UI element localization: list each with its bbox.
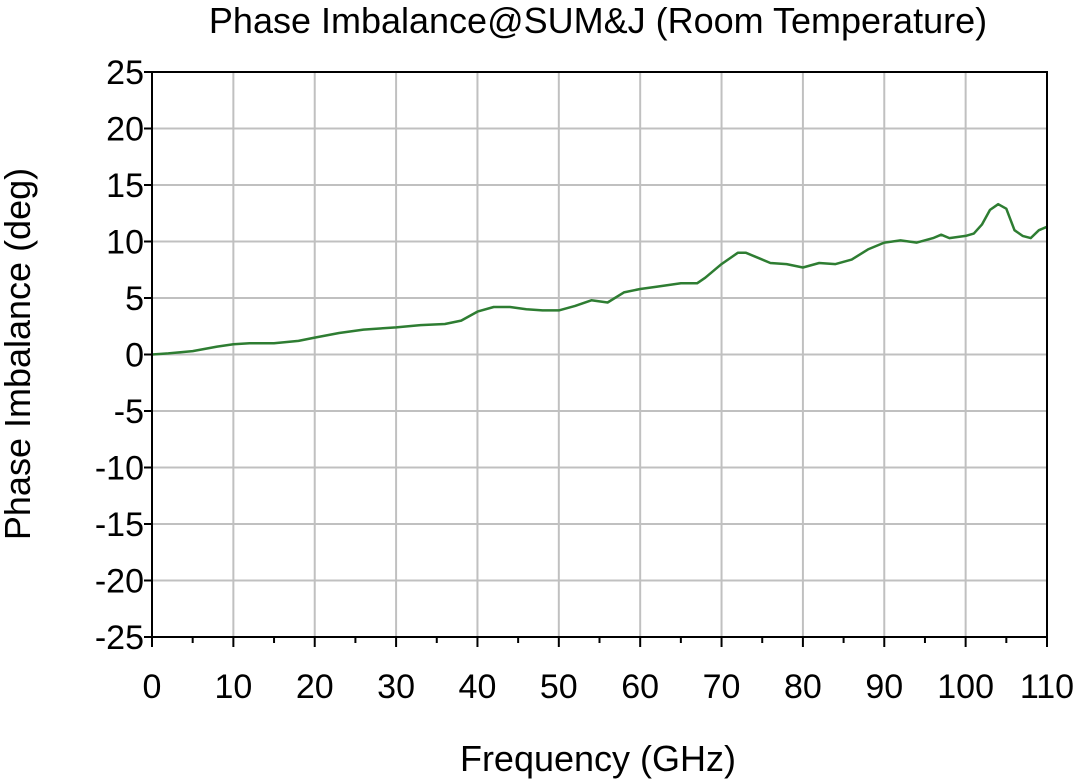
axis-ticks [144,71,1048,647]
y-tick-label: -25 [95,619,144,657]
x-tick-labels: 0 10 20 30 40 50 60 70 80 90 100 110 [143,668,1075,706]
y-tick-label: 10 [106,224,144,262]
y-tick-label: -10 [95,450,144,488]
x-tick-label: 10 [214,668,252,706]
y-tick-label: 20 [106,111,144,149]
x-tick-label: 20 [296,668,334,706]
x-tick-label: 70 [703,668,741,706]
series-layer [151,202,1048,356]
y-tick-label: 5 [125,280,144,318]
x-tick-label: 60 [621,668,659,706]
y-tick-label: 15 [106,167,144,205]
x-tick-label: 80 [784,668,822,706]
y-tick-label: -5 [114,393,144,431]
y-tick-label: 25 [106,54,144,92]
x-tick-label: 50 [540,668,578,706]
y-tick-label: -15 [95,506,144,544]
x-tick-label: 40 [459,668,497,706]
x-tick-label: 0 [143,668,162,706]
y-tick-label: 0 [125,337,144,375]
plot-frame [151,71,1048,638]
x-tick-label: 30 [377,668,415,706]
y-tick-label: -20 [95,563,144,601]
chart-title: Phase Imbalance@SUM&J (Room Temperature) [209,0,987,41]
x-tick-label: 90 [865,668,903,706]
series-line [151,202,1048,356]
y-tick-labels: -25 -20 -15 -10 -5 0 5 10 15 20 25 [95,54,144,657]
grid-lines [151,71,1048,638]
x-tick-label: 110 [1020,668,1074,706]
x-axis-label: Frequency (GHz) [460,738,736,779]
x-tick-label: 100 [937,668,994,706]
y-axis-label: Phase Imbalance (deg) [0,168,38,540]
